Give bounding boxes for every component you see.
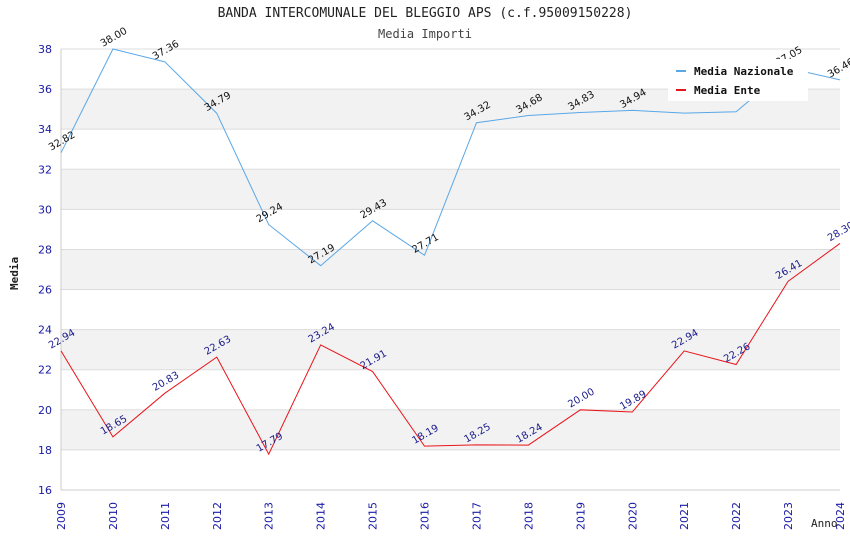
legend-swatch-nazionale [676,70,686,72]
x-tick-label: 2012 [211,502,224,530]
legend-swatch-ente [676,89,686,91]
data-label: 36.46 [826,57,850,81]
x-tick-label: 2014 [315,502,328,530]
data-label: 37.36 [151,39,181,63]
y-tick-label: 30 [38,203,52,216]
x-tick-labels: 2009 2010 2011 2012 2013 2014 2015 2016 2017 2018… [55,502,847,530]
x-tick-label: 2015 [367,502,380,530]
x-tick-label: 2017 [470,502,483,530]
chart-title: BANDA INTERCOMUNALE DEL BLEGGIO APS (c.f… [217,6,633,21]
x-tick-label: 2018 [522,502,535,530]
x-tick-label: 2011 [159,502,172,530]
grid-band [61,409,840,450]
x-tick-label: 2022 [730,502,743,530]
legend: Media Nazionale Media Ente [668,59,808,101]
x-tick-label: 2021 [678,502,691,530]
x-tick-label: 2024 [834,502,847,530]
x-tick-label: 2019 [574,502,587,530]
y-tick-label: 16 [38,484,52,497]
data-label: 28.30 [826,220,850,244]
y-tick-labels: 16 18 20 22 24 26 28 30 32 34 36 38 [38,43,52,497]
grid-band [61,329,840,370]
series-line-nazionale [60,48,841,267]
y-axis-label: Media [8,256,21,290]
legend-label-ente: Media Ente [694,83,761,97]
y-tick-label: 24 [38,324,52,337]
grid-lines [61,48,840,491]
x-tick-label: 2010 [107,502,120,530]
data-label: 20.83 [151,370,181,394]
series-lines [60,48,841,456]
data-label: 38.00 [99,26,129,50]
y-tick-label: 20 [38,404,52,417]
x-tick-label: 2009 [55,502,68,530]
x-tick-label: 2016 [419,502,432,530]
x-tick-label: 2020 [626,502,639,530]
y-tick-label: 28 [38,243,52,256]
legend-item-ente: Media Ente [676,83,760,97]
y-tick-label: 36 [38,83,52,96]
grid-bands [61,89,840,450]
y-tick-label: 26 [38,284,52,297]
legend-item-nazionale: Media Nazionale [676,64,793,78]
chart-subtitle: Media Importi [378,27,472,41]
data-label: 20.00 [566,387,596,411]
x-tick-label: 2013 [263,502,276,530]
y-tick-label: 18 [38,444,52,457]
series-line-ente [60,243,841,456]
data-label: 19.89 [618,389,648,413]
y-tick-label: 34 [38,123,52,136]
y-tick-label: 38 [38,43,52,56]
y-tick-label: 32 [38,163,52,176]
y-tick-label: 22 [38,364,52,377]
x-tick-label: 2023 [782,502,795,530]
legend-label-nazionale: Media Nazionale [694,64,794,78]
grid-band [61,249,840,290]
axes [60,49,840,491]
x-axis-label: Anno [811,517,838,530]
